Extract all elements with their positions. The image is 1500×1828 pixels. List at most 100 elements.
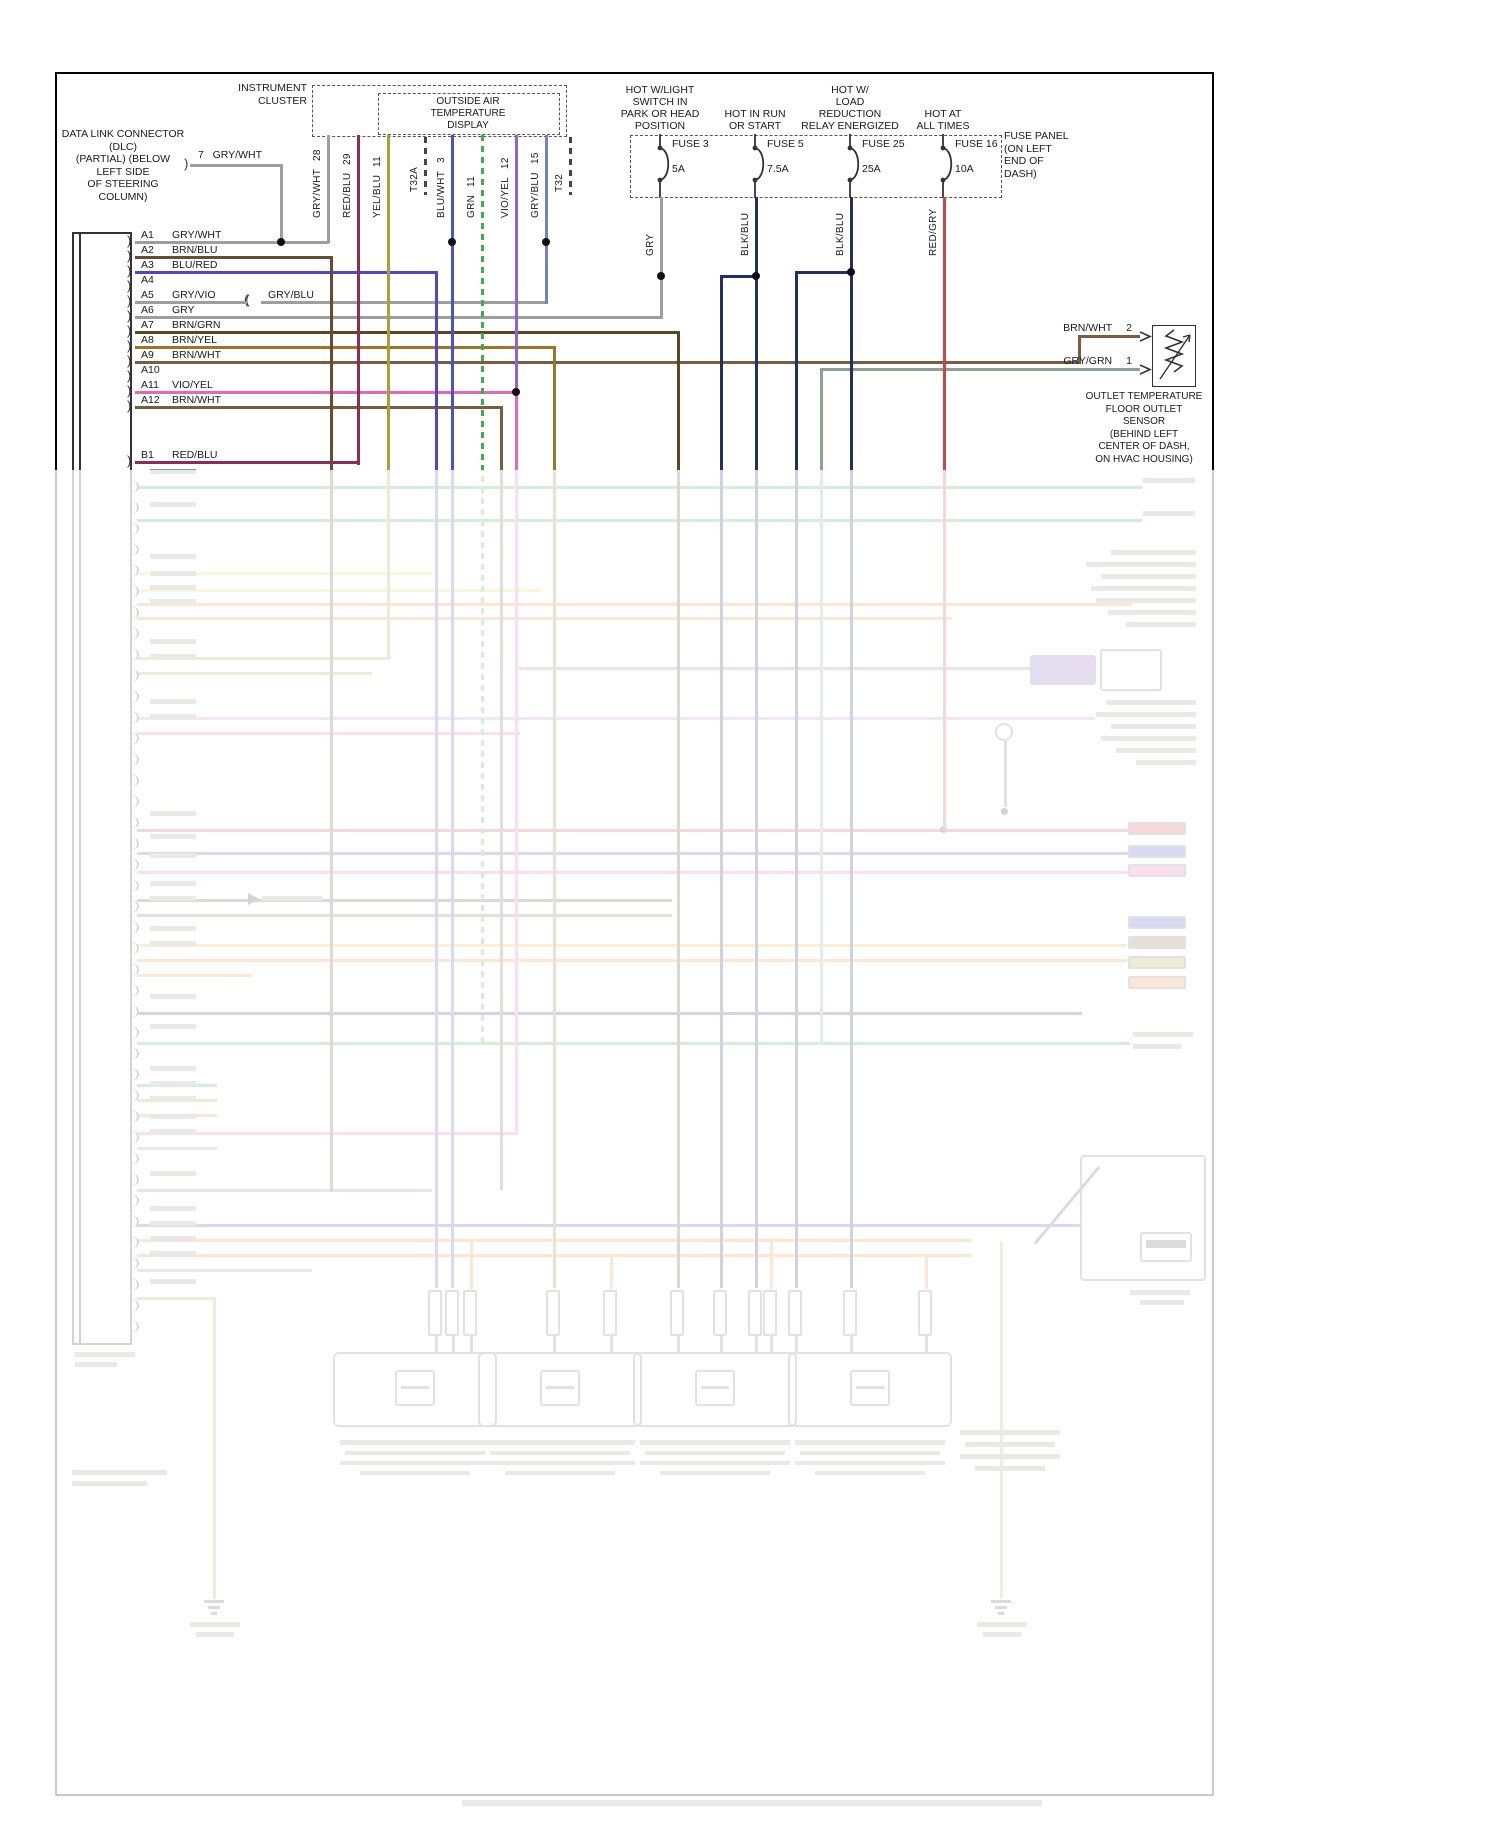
junction-dot — [752, 272, 760, 280]
faded-decor — [1000, 1242, 1003, 1598]
faded-decor — [1128, 822, 1186, 835]
faded-decor — [137, 1189, 432, 1192]
fuse-3-amps: 5A — [672, 163, 685, 175]
faded-decor — [340, 1440, 490, 1445]
wire-cluster-12-lower — [515, 391, 518, 1135]
faded-decor — [991, 1600, 1011, 1603]
faded-decor — [196, 1632, 234, 1637]
faded-decor — [490, 1451, 630, 1455]
wire-a12-drop — [500, 406, 503, 1190]
pin-bracket-a7: ) — [127, 323, 132, 338]
wire-fuse5-blk-blu — [755, 197, 758, 1288]
wire-sensor-pin1-gry-grn — [822, 368, 1140, 371]
faded-decor — [75, 1352, 135, 1357]
wire-branch1-drop — [720, 275, 723, 1288]
faded-decor — [190, 1622, 240, 1627]
faded-decor — [137, 1224, 1082, 1227]
faded-decor — [1086, 562, 1196, 567]
faded-decor — [1116, 748, 1196, 753]
faded-decor — [1091, 586, 1196, 591]
faded-decor — [856, 1386, 884, 1389]
pin-color-a9: BRN/WHT — [172, 349, 221, 361]
faded-decor — [360, 1471, 470, 1475]
wire-t32a-dash — [424, 137, 427, 195]
fuse-25-symbol — [847, 134, 860, 198]
faded-decor — [137, 732, 520, 735]
faded-decor — [1128, 956, 1186, 969]
pin-id-a1: A1 — [141, 229, 154, 241]
wire-branch-fuse5 — [720, 275, 758, 278]
wire-cluster-28 — [327, 135, 330, 243]
faded-decor — [137, 1042, 1130, 1045]
cluster-wire-label-12: VIO/YEL12 — [500, 157, 511, 218]
faded-decor — [262, 896, 322, 901]
fuse-panel-box — [630, 135, 1002, 198]
faded-decor — [1133, 1032, 1193, 1037]
junction-dot — [277, 238, 285, 246]
junction-dot — [847, 268, 855, 276]
pin-bracket-a12: ) — [127, 398, 132, 413]
faded-decor — [345, 1451, 485, 1455]
faded-decor — [843, 1290, 857, 1336]
pin-id-a7: A7 — [141, 319, 154, 331]
fuse-panel-label: FUSE PANEL (ON LEFT END OF DASH) — [1004, 130, 1069, 180]
faded-decor — [150, 994, 196, 999]
wire-b1-red-blu — [135, 461, 360, 464]
pin-id-a11: A11 — [141, 379, 159, 391]
faded-decor — [610, 1254, 613, 1289]
wire-gry-grn-drop — [820, 368, 823, 1045]
faded-decor — [137, 717, 1095, 720]
faded-decor — [248, 893, 259, 905]
faded-decor — [645, 1451, 785, 1455]
pin-id-a6: A6 — [141, 304, 154, 316]
pin-bracket-a5: ) — [127, 293, 132, 308]
wire-cluster-29 — [357, 135, 360, 465]
faded-decor — [610, 1336, 613, 1352]
instrument-cluster-box — [312, 85, 567, 137]
pin-bracket-a11: ) — [127, 383, 132, 398]
faded-decor — [546, 1290, 560, 1336]
faded-decor — [211, 1612, 217, 1615]
faded-decor — [137, 959, 1127, 962]
faded-decor — [850, 1336, 853, 1352]
faded-decor — [435, 1336, 438, 1352]
faded-decor — [137, 829, 1130, 832]
wire-a7-brn-grn — [135, 331, 679, 334]
faded-decor — [137, 914, 672, 917]
power-header-4: HOT AT ALL TIMES — [916, 108, 970, 132]
faded-decor — [1143, 478, 1195, 483]
faded-decor — [452, 1336, 455, 1352]
faded-decor — [150, 554, 196, 559]
pin-color-a3: BLU/RED — [172, 259, 218, 271]
pin-bracket-a6: ) — [127, 308, 132, 323]
faded-decor — [1126, 622, 1196, 627]
faded-decor — [1136, 760, 1196, 765]
pin-bracket-a4: ) — [127, 278, 132, 293]
pin-color-a5: GRY/VIO — [172, 289, 216, 301]
faded-decor — [470, 1336, 473, 1352]
faded-decor — [150, 941, 196, 946]
cluster-wire-label-15: GRY/BLU15 — [530, 152, 541, 218]
faded-decor — [445, 1290, 459, 1336]
wire-fuse25-blk-blu — [850, 197, 853, 1288]
faded-decor — [640, 1440, 790, 1445]
pin-id-a4: A4 — [141, 274, 154, 286]
faded-decor — [150, 926, 196, 931]
faded-decor — [150, 1279, 196, 1284]
wire-a11-vio-yel — [135, 391, 518, 394]
faded-decor — [977, 1622, 1027, 1627]
wire-a3-blu-red — [135, 271, 437, 274]
faded-decor — [918, 1290, 932, 1336]
faded-decor — [150, 469, 196, 474]
instrument-cluster-title: INSTRUMENT CLUSTER — [238, 82, 307, 107]
faded-decor — [1128, 916, 1186, 929]
pin-id-a10: A10 — [141, 364, 160, 376]
faded-decor — [1108, 610, 1196, 615]
pin-color-a7: BRN/GRN — [172, 319, 221, 331]
pin-id-b1: B1 — [141, 449, 154, 461]
faded-decor — [150, 639, 196, 644]
wire-pin7-gry-wht — [190, 164, 282, 167]
faded-decor — [208, 1606, 220, 1609]
pin-color-a1: GRY/WHT — [172, 229, 222, 241]
wire-a9-jog — [1078, 335, 1081, 364]
